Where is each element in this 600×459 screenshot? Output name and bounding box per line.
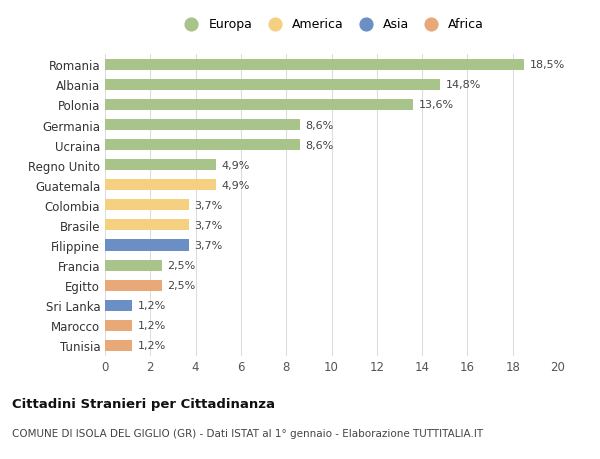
Text: 8,6%: 8,6%	[305, 120, 334, 130]
Bar	[105, 60, 524, 71]
Text: 1,2%: 1,2%	[138, 321, 166, 330]
Bar	[105, 120, 300, 131]
Bar	[105, 79, 440, 91]
Bar	[105, 180, 216, 191]
Bar	[105, 160, 216, 171]
Text: 13,6%: 13,6%	[419, 100, 454, 110]
Text: COMUNE DI ISOLA DEL GIGLIO (GR) - Dati ISTAT al 1° gennaio - Elaborazione TUTTIT: COMUNE DI ISOLA DEL GIGLIO (GR) - Dati I…	[12, 428, 483, 438]
Text: 2,5%: 2,5%	[167, 280, 196, 291]
Legend: Europa, America, Asia, Africa: Europa, America, Asia, Africa	[174, 13, 489, 36]
Bar	[105, 320, 132, 331]
Text: 3,7%: 3,7%	[194, 201, 223, 210]
Bar	[105, 200, 189, 211]
Bar	[105, 280, 161, 291]
Text: 14,8%: 14,8%	[446, 80, 481, 90]
Text: 8,6%: 8,6%	[305, 140, 334, 150]
Text: Cittadini Stranieri per Cittadinanza: Cittadini Stranieri per Cittadinanza	[12, 397, 275, 410]
Bar	[105, 220, 189, 231]
Text: 1,2%: 1,2%	[138, 301, 166, 311]
Text: 3,7%: 3,7%	[194, 220, 223, 230]
Bar	[105, 240, 189, 251]
Text: 4,9%: 4,9%	[221, 160, 250, 170]
Text: 1,2%: 1,2%	[138, 341, 166, 351]
Text: 2,5%: 2,5%	[167, 261, 196, 270]
Text: 18,5%: 18,5%	[530, 60, 565, 70]
Text: 4,9%: 4,9%	[221, 180, 250, 190]
Text: 3,7%: 3,7%	[194, 241, 223, 251]
Bar	[105, 100, 413, 111]
Bar	[105, 340, 132, 351]
Bar	[105, 140, 300, 151]
Bar	[105, 300, 132, 311]
Bar	[105, 260, 161, 271]
